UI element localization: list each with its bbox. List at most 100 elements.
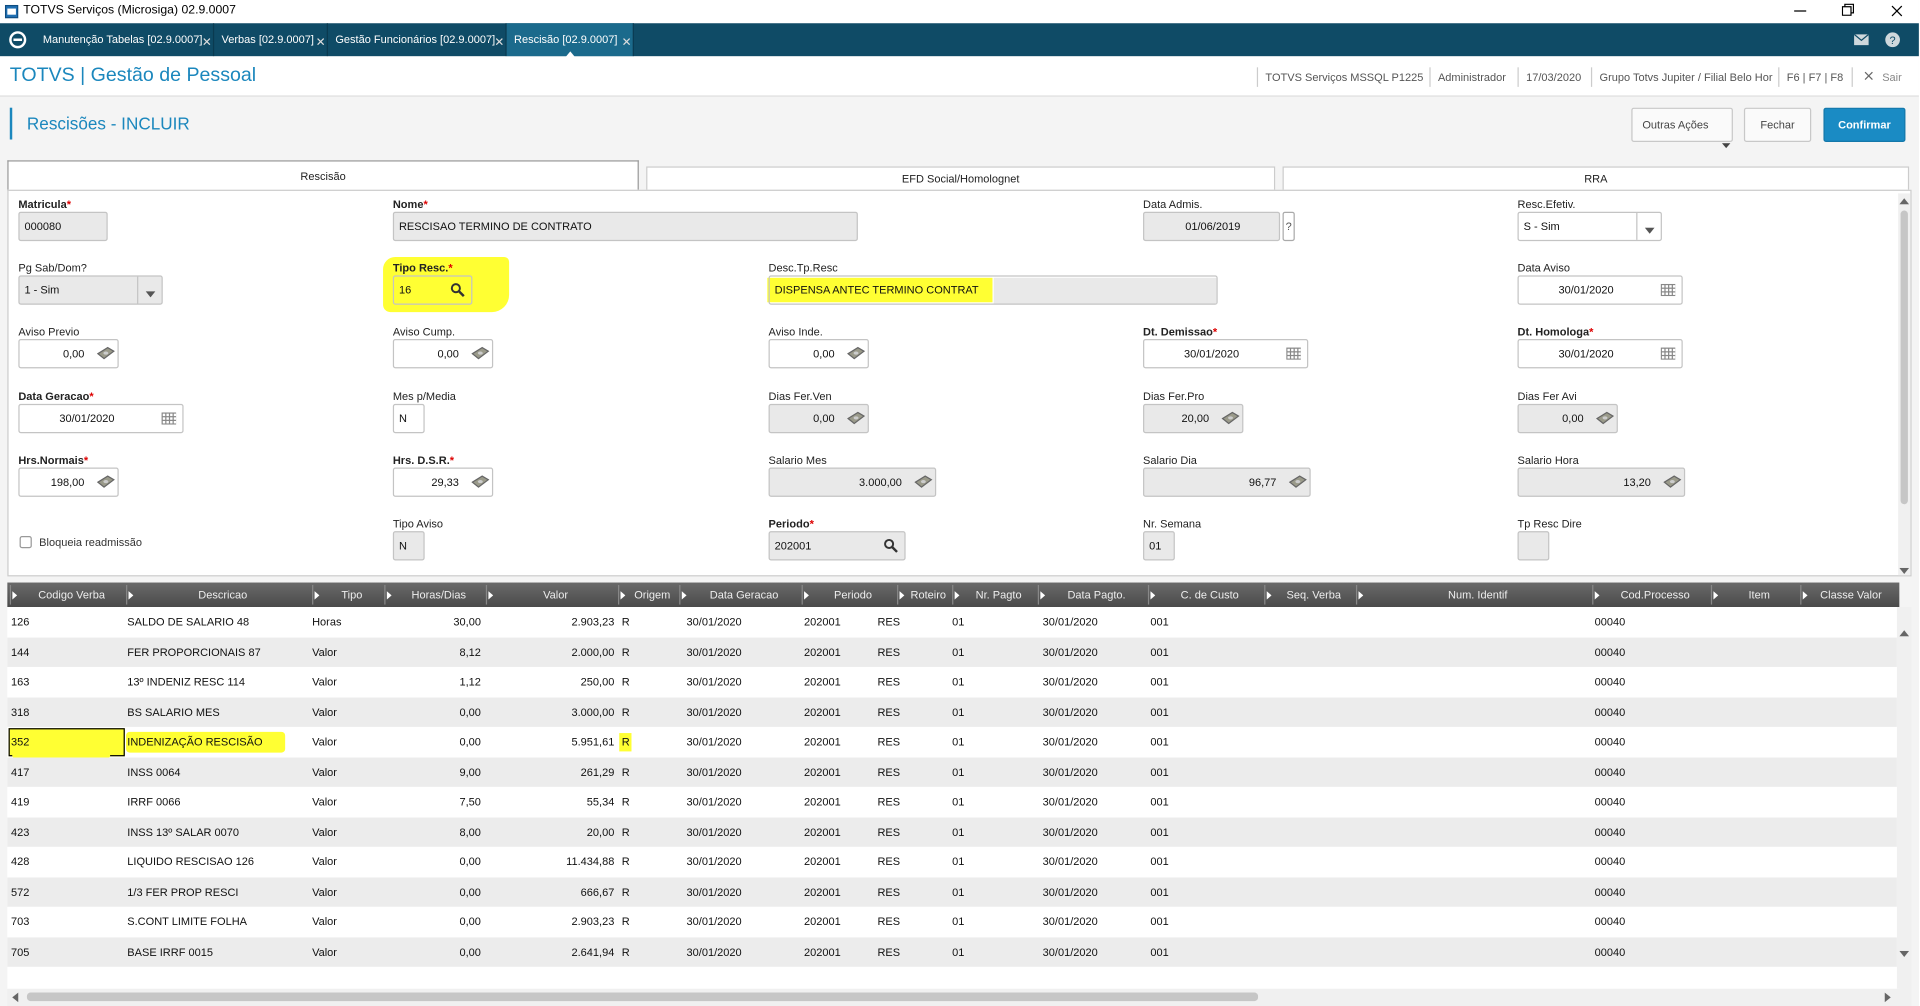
grid-row[interactable] bbox=[7, 666, 1897, 697]
select-divider bbox=[1636, 212, 1638, 240]
input-field[interactable]: 0,00 bbox=[768, 338, 869, 369]
column-header[interactable]: Classe Valor bbox=[1820, 588, 1882, 601]
input-field[interactable]: 0,00 bbox=[18, 338, 119, 369]
input-field[interactable]: N bbox=[392, 403, 425, 434]
grid-row[interactable] bbox=[7, 816, 1897, 847]
input-field[interactable]: 202001 bbox=[768, 531, 906, 561]
action-button[interactable]: Outras Ações bbox=[1631, 107, 1733, 149]
header-separator bbox=[1429, 67, 1431, 87]
grid-cell: 30/01/2020 bbox=[1042, 675, 1098, 688]
grid-row[interactable] bbox=[7, 696, 1897, 727]
input-field[interactable] bbox=[1517, 531, 1550, 561]
input-field[interactable]: 96,77 bbox=[1143, 467, 1311, 497]
money-icon-svg bbox=[96, 346, 115, 360]
input-field[interactable]: 1 - Sim bbox=[18, 275, 163, 305]
field-label: Pg Sab/Dom? bbox=[18, 261, 87, 276]
grid-row[interactable] bbox=[7, 756, 1897, 787]
column-header[interactable]: Data Pagto. bbox=[1067, 588, 1126, 601]
input-field[interactable]: 3.000,00 bbox=[768, 467, 937, 497]
column-header[interactable]: Cod.Processo bbox=[1620, 588, 1690, 601]
input-field[interactable]: 30/01/2020 bbox=[18, 403, 184, 434]
grid-cell: 163 bbox=[11, 675, 30, 688]
scroll-up bbox=[1899, 195, 1910, 205]
input-field[interactable]: 30/01/2020 bbox=[1517, 338, 1683, 369]
help-button[interactable]: ? bbox=[1282, 211, 1295, 242]
input-field[interactable]: 0,00 bbox=[392, 338, 494, 369]
calendar-icon bbox=[161, 412, 177, 425]
input-field[interactable]: 0,00 bbox=[1517, 403, 1618, 434]
column-header[interactable]: Num. Identif bbox=[1448, 588, 1508, 601]
form-tab[interactable]: Rescisão bbox=[7, 160, 639, 191]
column-header[interactable]: Valor bbox=[543, 588, 569, 601]
column-sort-marker bbox=[488, 590, 494, 600]
money-icon bbox=[96, 475, 115, 488]
column-header[interactable]: Nr. Pagto bbox=[975, 588, 1022, 601]
grid-cell: Valor bbox=[312, 825, 337, 838]
input-value: 01 bbox=[1149, 539, 1162, 552]
grid-cell: 202001 bbox=[804, 645, 841, 658]
input-field[interactable]: 16 bbox=[392, 275, 473, 305]
input-field[interactable]: 000080 bbox=[18, 211, 108, 242]
grid-cell: R bbox=[621, 765, 630, 778]
field-label: Desc.Tp.Resc bbox=[769, 261, 838, 276]
exit-link[interactable]: Sair bbox=[1882, 70, 1902, 84]
app-tab[interactable]: Gestão Funcionários [02.9.0007] bbox=[328, 23, 507, 57]
app-tab[interactable]: Verbas [02.9.0007] bbox=[214, 23, 328, 57]
grid-row[interactable] bbox=[7, 607, 1897, 637]
column-header[interactable]: Horas/Dias bbox=[411, 588, 466, 601]
column-header[interactable]: Codigo Verba bbox=[38, 588, 105, 601]
column-header[interactable]: Seq. Verba bbox=[1286, 588, 1341, 601]
column-header[interactable]: C. de Custo bbox=[1180, 588, 1239, 601]
column-header[interactable]: Item bbox=[1748, 588, 1770, 601]
grid-cell: 202001 bbox=[804, 765, 841, 778]
grid-cell: 7,50 bbox=[459, 795, 481, 808]
required-mark: * bbox=[1212, 325, 1218, 338]
input-field[interactable]: S - Sim bbox=[1517, 211, 1662, 242]
grid-row[interactable] bbox=[7, 936, 1897, 967]
grid-row[interactable] bbox=[7, 906, 1897, 937]
input-field[interactable]: 30/01/2020 bbox=[1517, 275, 1683, 305]
grid-cell: R bbox=[621, 945, 630, 958]
grid-row[interactable] bbox=[7, 726, 1897, 757]
field-label-text: Aviso Previo bbox=[18, 325, 80, 338]
input-field[interactable]: 20,00 bbox=[1143, 403, 1244, 434]
input-field[interactable]: 29,33 bbox=[392, 467, 494, 497]
checkbox[interactable] bbox=[19, 536, 32, 549]
app-tab[interactable]: Manutenção Tabelas [02.9.0007] bbox=[35, 23, 215, 57]
money-icon bbox=[96, 346, 115, 360]
app-tab-label: Gestão Funcionários [02.9.0007] bbox=[335, 33, 496, 46]
grid-cell: 01 bbox=[952, 735, 965, 748]
input-field[interactable]: DISPENSA ANTEC TERMINO CONTRAT bbox=[768, 275, 1218, 305]
column-header[interactable]: Tipo bbox=[341, 588, 363, 601]
input-field[interactable]: 0,00 bbox=[768, 403, 869, 434]
column-separator bbox=[1355, 584, 1358, 605]
input-field[interactable]: 198,00 bbox=[18, 467, 119, 497]
action-button[interactable]: Fechar bbox=[1743, 107, 1812, 142]
grid-row[interactable] bbox=[7, 786, 1897, 817]
input-field[interactable]: 01/06/2019 bbox=[1143, 211, 1281, 242]
field-label: Periodo* bbox=[769, 516, 814, 531]
column-header[interactable]: Data Geracao bbox=[709, 588, 779, 601]
app-tab[interactable]: Rescisão [02.9.0007] bbox=[506, 23, 634, 59]
form-tab[interactable]: EFD Social/Homolognet bbox=[646, 166, 1276, 191]
grid-row[interactable] bbox=[7, 636, 1897, 667]
grid-cell: 00040 bbox=[1594, 705, 1626, 718]
action-button[interactable]: Confirmar bbox=[1823, 107, 1906, 142]
column-header[interactable]: Origem bbox=[634, 588, 671, 601]
grid-cell: 202001 bbox=[804, 855, 841, 868]
search-icon-svg bbox=[450, 283, 465, 298]
tab-close bbox=[317, 35, 325, 46]
column-header[interactable]: Roteiro bbox=[910, 588, 946, 601]
grid-cell: 30/01/2020 bbox=[1042, 945, 1098, 958]
column-header[interactable]: Periodo bbox=[834, 588, 872, 601]
grid-row[interactable] bbox=[7, 876, 1897, 907]
column-header[interactable]: Descricao bbox=[198, 588, 248, 601]
input-field[interactable]: 13,20 bbox=[1517, 467, 1686, 497]
input-field[interactable]: RESCISAO TERMINO DE CONTRATO bbox=[392, 211, 858, 242]
input-field[interactable]: 30/01/2020 bbox=[1143, 338, 1309, 369]
grid-cell: Valor bbox=[312, 915, 337, 928]
form-tab[interactable]: RRA bbox=[1282, 166, 1910, 191]
grid-row[interactable] bbox=[7, 846, 1897, 877]
input-field[interactable]: N bbox=[392, 531, 425, 561]
input-field[interactable]: 01 bbox=[1143, 531, 1175, 561]
